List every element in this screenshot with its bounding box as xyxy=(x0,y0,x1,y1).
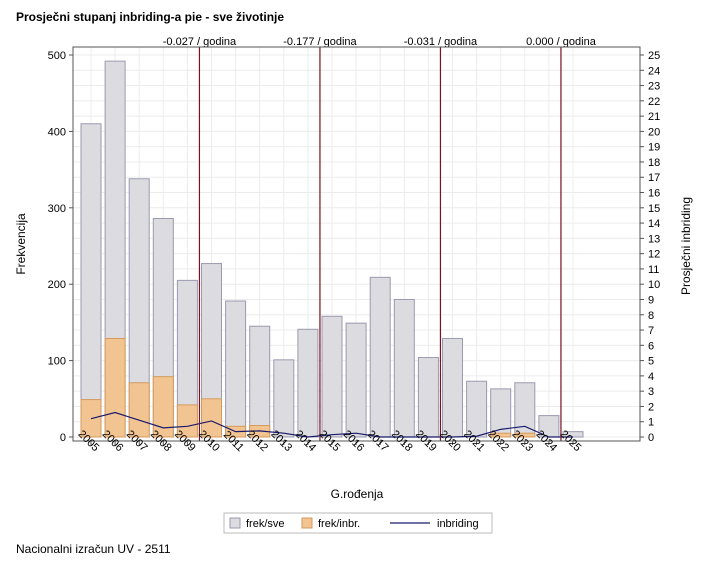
legend-label-frek-sve: frek/sve xyxy=(246,518,285,530)
y2-tick-label: 3 xyxy=(648,386,654,398)
legend-swatch-frek-sve xyxy=(229,517,241,529)
bar-freksve-2011 xyxy=(225,300,247,438)
bar-frekinbr-2008 xyxy=(152,376,174,438)
y2-tick-label: 7 xyxy=(648,325,654,337)
y2-tick-label: 19 xyxy=(648,142,660,154)
y-tick-label: 400 xyxy=(48,126,66,138)
legend-label-inbriding: inbriding xyxy=(437,518,479,530)
bar-freksve-2021 xyxy=(466,380,488,438)
y2-tick-label: 11 xyxy=(648,264,659,276)
y2-tick-label: 22 xyxy=(648,96,660,108)
y-tick-label: 500 xyxy=(48,50,66,62)
bar-freksve-2017 xyxy=(369,276,391,438)
y2-tick-label: 4 xyxy=(648,371,654,383)
y2-tick-label: 0 xyxy=(648,432,654,444)
chart-title: Prosječni stupanj inbriding-a pie - sve … xyxy=(16,10,285,24)
reference-label-2020: -0.031 / godina xyxy=(404,36,478,48)
bar-freksve-2012 xyxy=(249,325,271,438)
y2-tick-label: 15 xyxy=(648,203,660,215)
bar-frekinbr-2006 xyxy=(104,337,126,438)
bar-frekinbr-2023 xyxy=(514,432,536,438)
reference-label-2025: 0.000 / godina xyxy=(526,36,597,48)
y2-tick-label: 24 xyxy=(648,65,660,77)
y2-tick-label: 17 xyxy=(648,172,660,184)
y2-tick-label: 20 xyxy=(648,126,660,138)
bar-freksve-2020 xyxy=(442,337,463,438)
y-tick-label: 200 xyxy=(48,279,66,291)
bar-freksve-2018 xyxy=(393,298,415,438)
y2-tick-label: 12 xyxy=(648,249,660,261)
x-axis-title: G.rođenja xyxy=(331,487,384,501)
reference-label-2010: -0.027 / godina xyxy=(163,36,237,48)
y2-tick-label: 13 xyxy=(648,233,660,245)
y-tick-label: 0 xyxy=(60,432,66,444)
bar-freksve-2014 xyxy=(297,328,319,438)
y2-tick-label: 6 xyxy=(648,340,654,352)
bar-freksve-2016 xyxy=(345,322,367,438)
y2-tick-label: 21 xyxy=(648,111,660,123)
y2-axis-title: Prosječni inbriding xyxy=(679,197,693,295)
y2-tick-label: 25 xyxy=(648,50,660,62)
legend-swatch-frek-inbr xyxy=(301,517,313,529)
bar-frekinbr-2009 xyxy=(176,404,198,438)
y2-tick-label: 10 xyxy=(648,279,660,291)
y2-tick-label: 23 xyxy=(648,81,660,93)
footnote: Nacionalni izračun UV - 2511 xyxy=(16,542,171,556)
bar-freksve-2005 xyxy=(80,123,102,438)
reference-label-2015: -0.177 / godina xyxy=(283,36,357,48)
y-axis-title: Frekvencija xyxy=(14,213,28,275)
bar-freksve-2013 xyxy=(273,359,295,438)
y2-tick-label: 5 xyxy=(648,356,654,368)
bar-frekinbr-2022 xyxy=(490,432,512,438)
bar-frekinbr-2007 xyxy=(128,382,150,438)
legend-label-frek-inbr: frek/inbr. xyxy=(318,518,360,530)
bar-freksve-2015 xyxy=(321,315,343,438)
y2-tick-label: 14 xyxy=(648,218,660,230)
y2-tick-label: 16 xyxy=(648,188,660,200)
y2-tick-label: 8 xyxy=(648,310,654,322)
bar-freksve-2019 xyxy=(417,357,439,438)
y2-tick-label: 1 xyxy=(648,417,654,429)
bar-frekinbr-2010 xyxy=(201,398,222,438)
y-tick-label: 300 xyxy=(48,203,66,215)
legend-box xyxy=(223,512,493,534)
y2-tick-label: 9 xyxy=(648,294,654,306)
line-inbriding xyxy=(90,411,573,438)
y2-tick-label: 2 xyxy=(648,401,654,413)
y-tick-label: 100 xyxy=(48,356,66,368)
y2-tick-label: 18 xyxy=(648,157,660,169)
